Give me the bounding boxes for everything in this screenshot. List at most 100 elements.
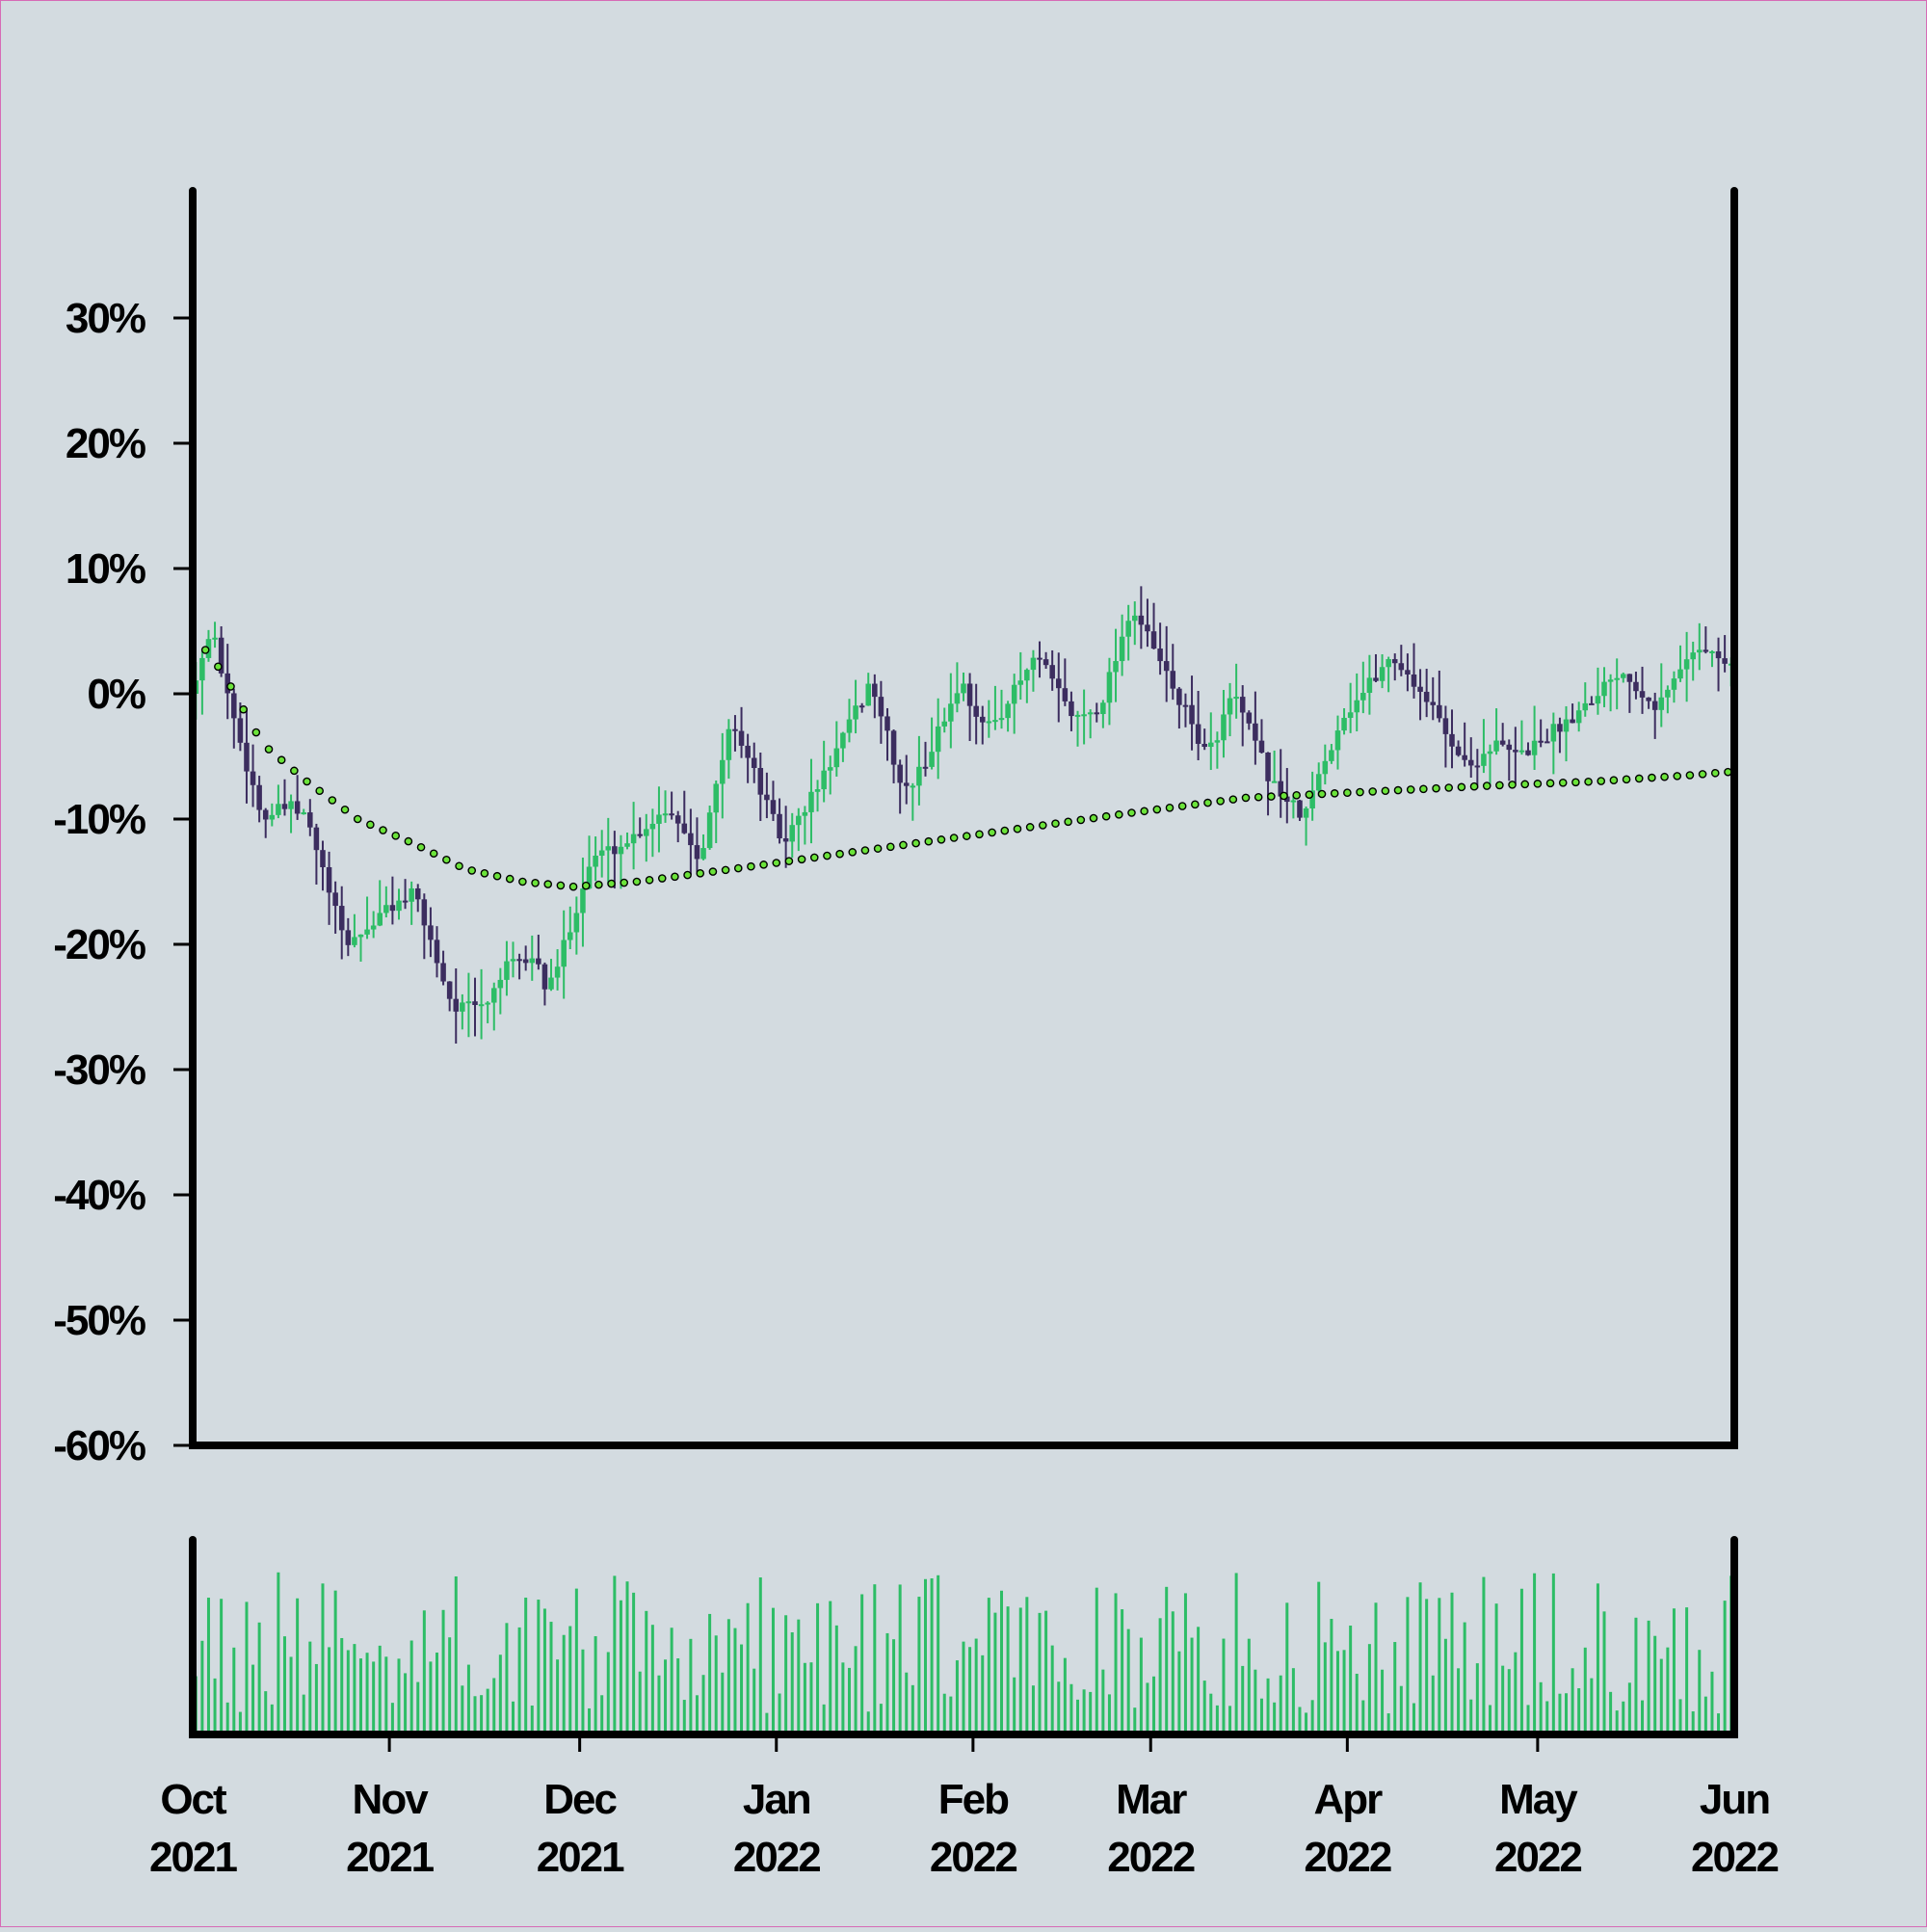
volume-bar [873, 1584, 877, 1734]
moving-average-dot [1495, 781, 1504, 790]
volume-bar [448, 1637, 452, 1734]
moving-average-dot [416, 842, 426, 852]
candle-body [1214, 740, 1221, 743]
candle-body [1150, 631, 1157, 649]
candle-body [1697, 649, 1703, 653]
candle-body [212, 637, 218, 640]
volume-bar [1133, 1707, 1137, 1734]
volume-bar [682, 1700, 686, 1734]
y-tick-label: 0% [87, 671, 145, 718]
volume-bar [225, 1702, 229, 1734]
moving-average-dot [873, 844, 883, 853]
volume-bar [264, 1691, 268, 1734]
volume-bar [1349, 1626, 1353, 1734]
candle-body [288, 801, 294, 809]
moving-average-dot [492, 871, 502, 881]
candle-body [1531, 740, 1538, 755]
volume-bar [1710, 1671, 1714, 1734]
moving-average-dot [1609, 776, 1619, 785]
volume-bar [816, 1602, 820, 1734]
volume-bar [1551, 1573, 1555, 1734]
volume-bar [1330, 1619, 1333, 1734]
x-tick-label-month: Jun [1700, 1776, 1769, 1823]
candle-body [593, 855, 598, 867]
volume-bar [1069, 1683, 1073, 1734]
candle-body [1303, 807, 1309, 818]
candle-body [1170, 671, 1176, 689]
volume-bar [238, 1711, 242, 1734]
candle-body [598, 850, 605, 856]
volume-bar [1254, 1669, 1257, 1734]
moving-average-dot [885, 842, 895, 852]
volume-bar [353, 1644, 356, 1734]
volume-bar [409, 1640, 413, 1734]
moving-average-dot [1101, 811, 1111, 821]
candle-body [218, 637, 224, 674]
moving-average-dot [303, 777, 311, 786]
volume-bar [1717, 1713, 1721, 1734]
moving-average-dot [568, 882, 578, 891]
volume-bar [1703, 1696, 1707, 1734]
volume-bar [613, 1575, 617, 1734]
volume-bar [206, 1598, 210, 1734]
volume-bar [282, 1636, 286, 1734]
volume-bar [676, 1658, 680, 1734]
volume-bar [1666, 1647, 1670, 1734]
y-tick-label: -20% [53, 921, 145, 968]
candle-body [796, 815, 802, 826]
x-tick-label-month: Apr [1313, 1776, 1383, 1823]
moving-average-dot [467, 866, 477, 875]
candle-body [706, 812, 713, 849]
candle-body [1538, 740, 1544, 743]
volume-bar [917, 1597, 921, 1734]
moving-average-dot [1571, 778, 1580, 787]
candle-body [1430, 701, 1437, 705]
candle-body [853, 705, 858, 720]
candle-body [1081, 714, 1087, 717]
candle-body [1100, 702, 1106, 715]
volume-bar [574, 1588, 578, 1734]
candle-body [1658, 697, 1665, 710]
candle-body [389, 905, 396, 912]
volume-bar [930, 1578, 934, 1734]
volume-bar [492, 1678, 496, 1734]
moving-average-dot [1191, 800, 1200, 809]
candle-body [897, 764, 903, 783]
candle-body [656, 814, 662, 824]
candle-body [1493, 740, 1499, 752]
volume-bar [1342, 1650, 1346, 1734]
volume-bar [1482, 1576, 1486, 1734]
candle-body [446, 981, 453, 999]
volume-bar [650, 1625, 654, 1734]
volume-bar [600, 1695, 604, 1734]
candle-body [1582, 702, 1589, 711]
moving-average-dot [975, 830, 984, 839]
volume-bar [594, 1636, 597, 1734]
volume-bar [498, 1654, 502, 1734]
moving-average-dot [899, 840, 908, 850]
candle-body [1474, 765, 1481, 768]
moving-average-dot [1064, 817, 1072, 827]
moving-average-dot [1419, 784, 1428, 794]
moving-average-dot [1685, 771, 1695, 780]
volume-bar [1494, 1603, 1498, 1734]
volume-bar [993, 1612, 997, 1734]
volume-bar [429, 1661, 433, 1734]
candle-body [738, 730, 745, 746]
moving-average-dot [809, 853, 819, 862]
candle-body [1391, 659, 1398, 664]
volume-bar [790, 1631, 794, 1734]
candle-body [1550, 724, 1557, 742]
x-tick-label-month: Dec [543, 1776, 617, 1823]
moving-average-dot [1520, 780, 1530, 789]
volume-bar [1259, 1698, 1263, 1734]
volume-bar [797, 1619, 801, 1734]
candle-body [662, 813, 669, 816]
y-tick-label: -60% [53, 1422, 145, 1469]
volume-bar [1583, 1647, 1587, 1734]
x-tick-label-year: 2022 [930, 1834, 1016, 1881]
volume-bar [1678, 1699, 1682, 1734]
volume-bar [328, 1647, 331, 1734]
